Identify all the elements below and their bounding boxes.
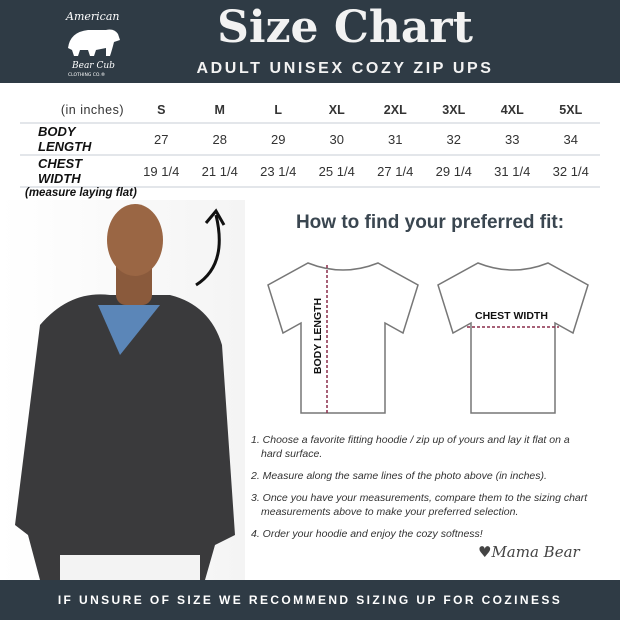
chest-width-label: CHEST WIDTH xyxy=(475,310,548,322)
cell: 25 1/4 xyxy=(318,163,355,179)
table-row: CHEST WIDTH 19 1/4 21 1/4 23 1/4 25 1/4 … xyxy=(20,155,600,187)
svg-text:CLOTHING CO.®: CLOTHING CO.® xyxy=(68,71,105,78)
cell: 27 xyxy=(154,131,169,147)
size-header: 2XL xyxy=(383,102,407,117)
size-header: XL xyxy=(328,102,345,117)
size-header: 4XL xyxy=(500,102,524,117)
instruction-step: 2. Measure along the same lines of the p… xyxy=(251,470,547,482)
cell: 32 1/4 xyxy=(552,163,589,179)
cell: 32 xyxy=(446,131,461,147)
row-label: BODY LENGTH xyxy=(38,124,92,154)
cell: 33 xyxy=(505,131,520,147)
cell: 23 1/4 xyxy=(260,163,297,179)
instruction-step: 4. Order your hoodie and enjoy the cozy … xyxy=(251,528,483,540)
instructions-list: 1. Choose a favorite fitting hoodie / zi… xyxy=(249,433,589,549)
cell: 27 1/4 xyxy=(377,163,414,179)
cell: 29 xyxy=(271,131,286,147)
tshirt-body-length-diagram xyxy=(267,262,419,414)
table-caption: (measure laying flat) xyxy=(25,187,137,199)
table-row: BODY LENGTH 27 28 29 30 31 32 33 34 xyxy=(20,123,600,155)
page-subtitle: ADULT UNISEX COZY ZIP UPS xyxy=(196,60,494,77)
cell: 21 1/4 xyxy=(201,163,238,179)
model-photo xyxy=(0,200,245,580)
size-header: M xyxy=(214,102,225,117)
size-header: S xyxy=(157,102,166,117)
guide-title: How to find your preferred fit: xyxy=(295,212,565,233)
cell: 19 1/4 xyxy=(143,163,180,179)
row-label: CHEST WIDTH xyxy=(38,156,83,186)
tshirt-chest-width-diagram xyxy=(437,262,589,414)
footer-banner: IF UNSURE OF SIZE WE RECOMMEND SIZING UP… xyxy=(0,580,620,620)
instruction-step: 1. Choose a favorite fitting hoodie / zi… xyxy=(251,434,570,460)
unit-label: (in inches) xyxy=(60,102,124,117)
body-length-label: BODY LENGTH xyxy=(312,297,325,375)
size-table: (in inches) S M L XL 2XL 3XL 4XL 5XL BOD… xyxy=(20,97,600,188)
svg-text:Bear Cub: Bear Cub xyxy=(71,61,115,71)
cell: 30 xyxy=(329,131,344,147)
page-title: Size Chart xyxy=(217,2,473,53)
signature: ♥Mama Bear xyxy=(478,543,580,561)
cell: 29 1/4 xyxy=(435,163,472,179)
size-header: 3XL xyxy=(442,102,466,117)
cell: 28 xyxy=(212,131,227,147)
size-header: L xyxy=(274,102,283,117)
cell: 31 1/4 xyxy=(494,163,531,179)
size-header: 5XL xyxy=(559,102,583,117)
cell: 31 xyxy=(388,131,403,147)
header-banner: American Bear Cub CLOTHING CO.® Size Cha… xyxy=(0,0,620,83)
svg-text:American: American xyxy=(65,10,119,23)
table-header-row: (in inches) S M L XL 2XL 3XL 4XL 5XL xyxy=(20,97,600,123)
arrow-icon xyxy=(195,208,226,287)
bear-logo: American Bear Cub CLOTHING CO.® xyxy=(65,10,120,78)
cell: 34 xyxy=(563,131,578,147)
instruction-step: 3. Once you have your measurements, comp… xyxy=(251,492,588,518)
